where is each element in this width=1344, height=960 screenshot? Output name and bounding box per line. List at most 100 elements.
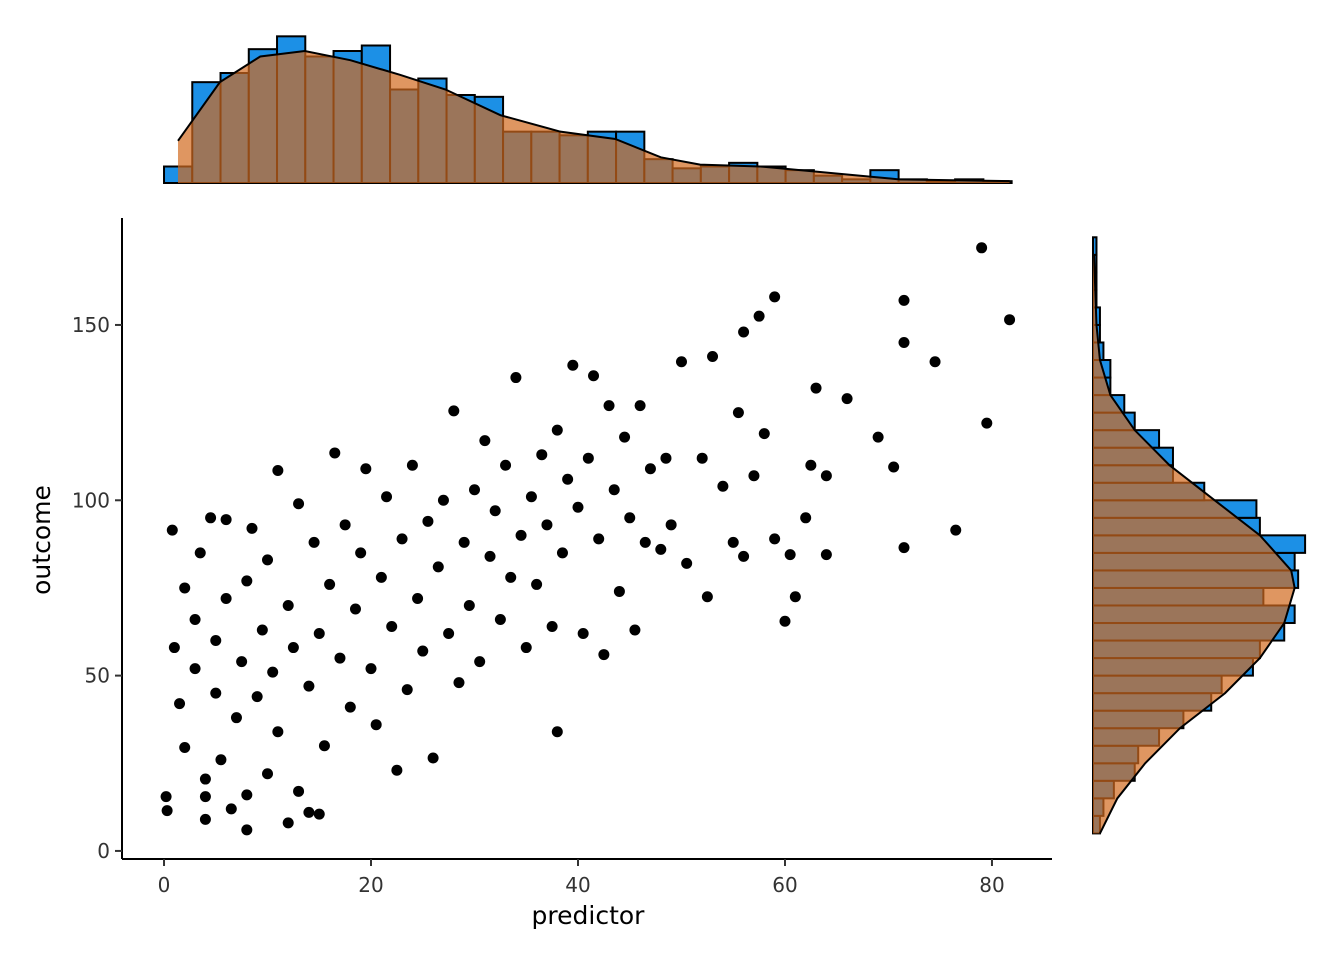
point [370,719,382,731]
point [241,789,253,801]
point [161,805,173,817]
point [644,463,656,475]
point [236,656,248,668]
point [287,642,299,654]
x-tick-label: 60 [772,873,797,897]
point [1004,314,1016,326]
point [422,515,434,527]
point [437,494,449,506]
point [805,459,817,471]
point [160,791,172,803]
point [769,533,781,545]
point [841,393,853,405]
point [489,505,501,517]
point [551,424,563,436]
point [210,635,222,647]
density-line [177,49,1010,183]
point [194,547,206,559]
point [293,785,305,797]
point [282,599,294,611]
point [717,480,729,492]
point [898,294,910,306]
point [313,628,325,640]
point [727,536,739,548]
point [681,557,693,569]
point [256,624,268,636]
point [205,512,217,524]
y-tick-label: 50 [85,664,110,688]
point [189,614,201,626]
point [272,464,284,476]
point [608,484,620,496]
point [520,642,532,654]
point [179,582,191,594]
y-tick-label: 100 [72,488,110,512]
point [981,417,993,429]
density-area [1093,254,1295,834]
point [675,356,687,368]
point [381,491,393,503]
point [593,533,605,545]
point [463,599,475,611]
x-tick-label: 0 [158,873,171,897]
histogram-bar [1092,236,1098,256]
x-tick-label: 80 [979,873,1004,897]
point [789,591,801,603]
point [494,614,506,626]
point [432,561,444,573]
point [448,405,460,417]
point [732,407,744,419]
x-axis-title: predictor [532,901,646,930]
point [872,431,884,443]
y-tick-label: 150 [72,313,110,337]
point [427,752,439,764]
point [531,578,543,590]
point [598,649,610,661]
point [199,813,211,825]
point [215,754,227,766]
point [334,652,346,664]
point [406,459,418,471]
point [349,603,361,615]
point [898,336,910,348]
y-tick-label: 0 [97,839,110,863]
point [479,435,491,447]
point [696,452,708,464]
point [748,470,760,482]
point [174,698,186,710]
point [241,575,253,587]
point [525,491,537,503]
density-area [177,51,1010,183]
point [582,452,594,464]
point [365,663,377,675]
point [572,501,584,513]
point [282,817,294,829]
point [329,447,341,459]
point [665,519,677,531]
point [929,356,941,368]
point [820,549,832,561]
point [639,536,651,548]
x-tick-label: 40 [565,873,590,897]
point [800,512,812,524]
point [505,571,517,583]
point [738,550,750,562]
point [753,310,765,322]
point [179,741,191,753]
point [189,663,201,675]
point [515,529,527,541]
point [241,824,253,836]
point [629,624,641,636]
point [784,549,796,561]
point [510,372,522,384]
point [562,473,574,485]
point [166,524,178,536]
point [779,615,791,627]
point [267,666,279,678]
point [453,677,465,689]
point [386,621,398,633]
point [262,554,274,566]
point [898,542,910,554]
point [577,628,589,640]
